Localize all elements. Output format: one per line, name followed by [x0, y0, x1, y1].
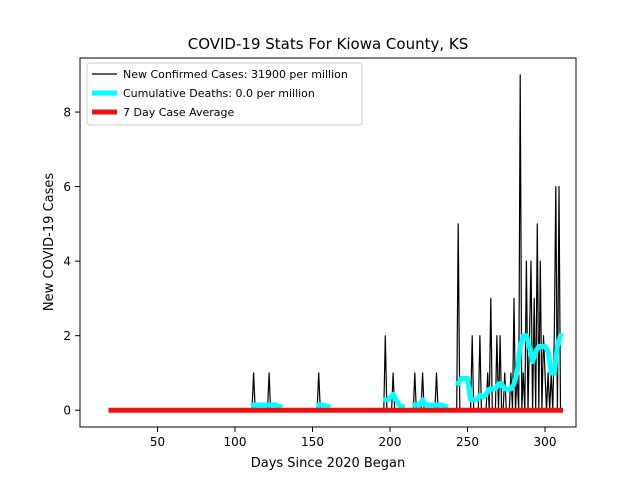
ticks-layer: 50 100 150 200 250 300 0 2 4 6 8: [63, 57, 577, 449]
x-tick-label: 300: [534, 435, 557, 449]
x-tick-label: 250: [456, 435, 479, 449]
y-axis-label: New COVID-19 Cases: [42, 173, 57, 311]
chart-title: COVID-19 Stats For Kiowa County, KS: [188, 35, 469, 53]
x-axis-label: Days Since 2020 Began: [251, 456, 406, 471]
x-tick-label: 200: [379, 435, 402, 449]
x-tick-label: 100: [224, 435, 247, 449]
y-tick-label: 6: [63, 180, 71, 194]
y-tick-label: 2: [63, 329, 71, 343]
legend-label-new-cases: New Confirmed Cases: 31900 per million: [123, 68, 348, 81]
x-tick-label: 150: [301, 435, 324, 449]
y-tick-label: 0: [63, 404, 71, 418]
series-line-cumulative-deaths: [251, 332, 564, 410]
plot-layer: [108, 74, 564, 413]
legend-box: [86, 62, 363, 126]
plot-frame: [79, 57, 577, 428]
legend: New Confirmed Cases: 31900 per million Cu…: [86, 62, 363, 126]
legend-label-cumulative-deaths: Cumulative Deaths: 0.0 per million: [123, 87, 315, 100]
legend-label-7-day-average: 7 Day Case Average: [123, 106, 235, 119]
y-tick-label: 8: [63, 106, 71, 120]
x-tick-label: 50: [150, 435, 165, 449]
y-tick-label: 4: [63, 255, 71, 269]
